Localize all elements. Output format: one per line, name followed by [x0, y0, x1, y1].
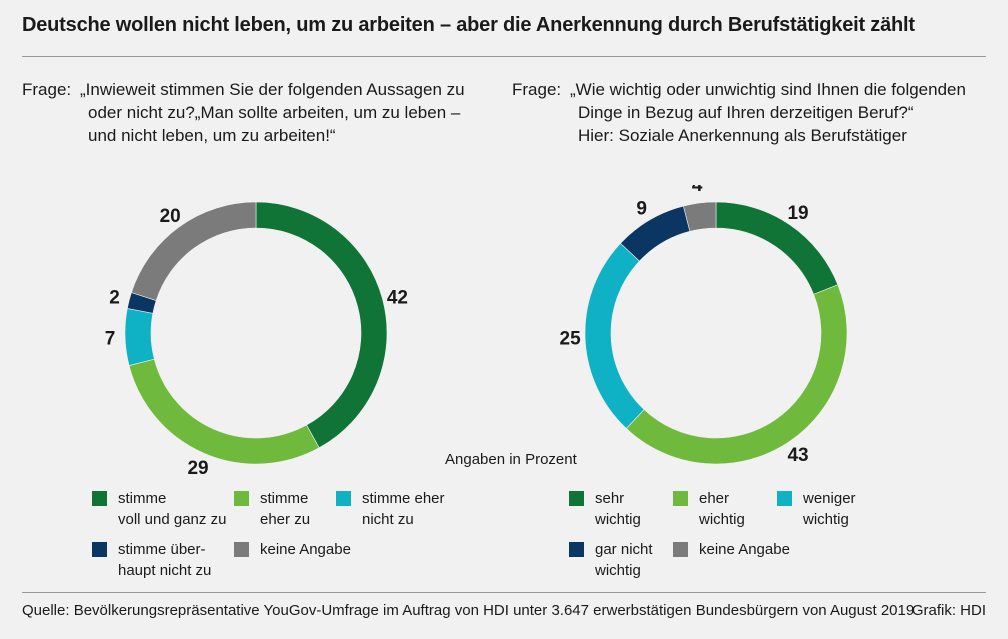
legend-swatch — [777, 491, 792, 506]
left-donut-value-label-2: 29 — [187, 458, 208, 479]
top-divider — [22, 56, 986, 57]
right-donut-value-label-4: 9 — [636, 198, 647, 219]
legend-swatch — [92, 491, 107, 506]
legend-label: gar nicht wichtig — [595, 541, 653, 579]
unit-note: Angaben in Prozent — [445, 451, 577, 468]
legend-swatch — [92, 542, 107, 557]
left-donut-slice-5 — [131, 201, 257, 301]
legend-swatch — [569, 491, 584, 506]
legend-label: sehr wichtig — [595, 490, 641, 528]
left-donut-slice-2 — [128, 358, 320, 465]
legend-label: stimme eher zu — [260, 490, 311, 528]
legend-swatch — [569, 542, 584, 557]
left-donut-slice-1 — [255, 201, 388, 449]
right-donut-slice-3 — [584, 242, 645, 429]
legend-swatch — [673, 542, 688, 557]
right-question-label: Frage: — [512, 80, 562, 99]
left-donut-value-label-5: 20 — [160, 206, 181, 227]
legend-swatch — [234, 542, 249, 557]
left-donut-value-label-4: 2 — [109, 288, 120, 309]
right-question: Frage: „Wie wichtig oder unwichtig sind … — [512, 78, 982, 150]
right-donut-chart: 19 43 25 9 4 — [560, 185, 848, 466]
left-question-line-1: „Inwieweit stimmen Sie der folgenden Aus… — [80, 80, 465, 99]
left-question-label: Frage: — [22, 80, 72, 99]
left-donut-value-label-3: 7 — [105, 329, 116, 350]
right-question-line-2: Dinge in Bezug auf Ihren derzeitigen Ber… — [578, 103, 914, 122]
legend-label: stimme über- haupt nicht zu — [118, 541, 212, 579]
left-question-line-3: und nicht leben, um zu arbeiten!“ — [88, 126, 336, 145]
left-donut-value-label-1: 42 — [387, 288, 408, 309]
right-donut-value-label-5: 4 — [692, 185, 703, 196]
legend-label: stimme eher nicht zu — [362, 490, 445, 528]
legend-label: keine Angabe — [260, 541, 351, 558]
legend-swatch — [673, 491, 688, 506]
bottom-divider — [22, 592, 986, 593]
right-donut-value-label-3: 25 — [560, 329, 582, 350]
left-donut-slice-3 — [124, 308, 155, 366]
legend-label: weniger wichtig — [803, 490, 856, 528]
right-question-line-1: „Wie wichtig oder unwichtig sind Ihnen d… — [570, 80, 966, 99]
source-note: Quelle: Bevölkerungsrepräsentative YouGo… — [22, 602, 915, 619]
right-question-line-3: Hier: Soziale Anerkennung als Berufstäti… — [578, 126, 907, 145]
legend-label: eher wichtig — [699, 490, 745, 528]
legend-swatch — [234, 491, 249, 506]
chart-title: Deutsche wollen nicht leben, um zu arbei… — [22, 14, 915, 36]
right-donut-slice-4 — [620, 205, 691, 262]
right-donut-slice-2 — [625, 284, 848, 465]
right-donut-slice-5 — [683, 201, 717, 232]
legend-swatch — [336, 491, 351, 506]
right-donut-value-label-1: 19 — [787, 203, 808, 224]
left-question: Frage: „Inwieweit stimmen Sie der folgen… — [22, 78, 482, 150]
legend-label: stimme voll und ganz zu — [118, 490, 227, 528]
legend-label: keine Angabe — [699, 541, 790, 558]
left-donut-chart: 42 29 7 2 20 — [105, 201, 408, 479]
right-donut-value-label-2: 43 — [787, 445, 808, 466]
left-question-line-2: oder nicht zu?„Man sollte arbeiten, um z… — [88, 103, 461, 122]
graphic-credit: Grafik: HDI — [911, 602, 986, 619]
right-donut-slice-1 — [715, 201, 839, 295]
